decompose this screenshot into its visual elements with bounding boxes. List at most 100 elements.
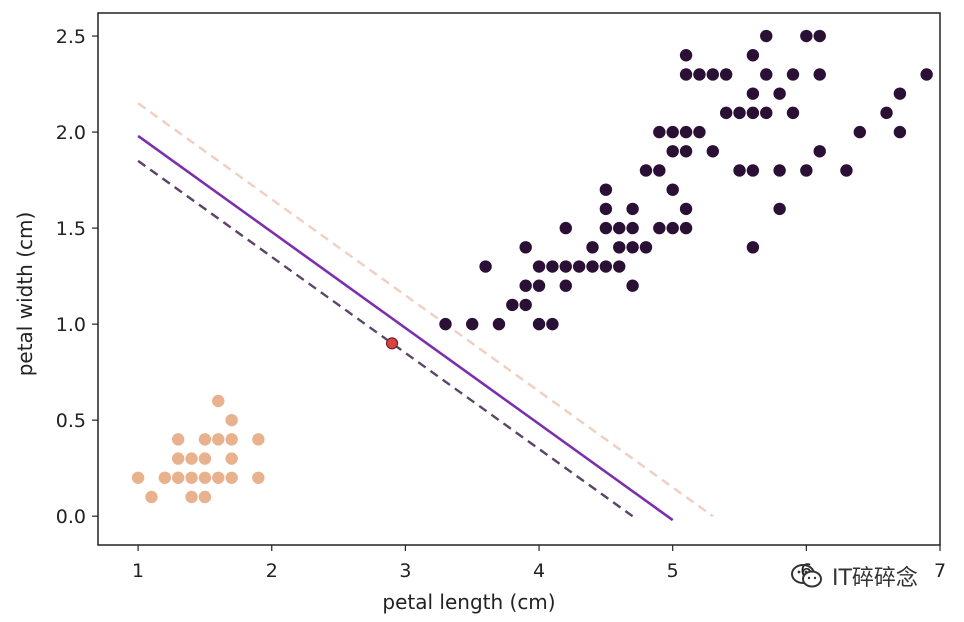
data-point-series-1 (639, 164, 653, 177)
y-tick-label: 2.0 (56, 122, 86, 144)
data-point-series-1 (693, 68, 706, 81)
x-tick-label: 4 (533, 560, 545, 582)
plot-frame (97, 12, 941, 546)
data-point-series-1 (746, 241, 760, 254)
data-point-series-0 (171, 452, 185, 465)
data-point-series-1 (786, 106, 800, 120)
data-point-series-1 (760, 106, 773, 120)
data-point-series-1 (679, 125, 693, 139)
data-point-series-1 (746, 49, 760, 62)
data-point-series-1 (626, 241, 639, 254)
x-tick-label: 5 (667, 560, 679, 582)
data-point-series-1 (760, 29, 773, 43)
data-point-series-1 (679, 145, 693, 158)
data-point-series-1 (532, 279, 546, 292)
data-point-series-1 (559, 260, 572, 273)
decision-boundary-line (137, 134, 674, 522)
data-point-series-1 (666, 145, 679, 158)
data-point-series-1 (479, 260, 492, 273)
data-point-series-1 (626, 202, 639, 216)
data-point-series-1 (893, 87, 907, 100)
data-point-series-1 (599, 260, 613, 273)
data-point-series-1 (639, 241, 653, 254)
y-tick-label: 0.0 (56, 506, 86, 528)
data-point-series-1 (746, 164, 760, 177)
data-point-series-1 (599, 183, 613, 196)
data-point-series-1 (719, 106, 733, 120)
data-point-series-1 (626, 279, 639, 292)
data-point-series-1 (492, 317, 506, 331)
boundary-lines (137, 102, 714, 522)
y-tick-label: 1.5 (56, 218, 86, 240)
data-point-series-1 (800, 29, 813, 43)
data-point-series-1 (666, 125, 679, 139)
watermark: IT碎碎念 (790, 560, 918, 592)
data-point-series-0 (131, 471, 145, 484)
y-tick-label: 1.0 (56, 314, 86, 336)
data-point-series-0 (185, 471, 198, 484)
data-point-series-1 (719, 68, 733, 81)
data-point-series-0 (225, 471, 238, 484)
data-point-series-1 (559, 279, 572, 292)
x-axis-ticks: 1234567 (132, 545, 946, 582)
y-tick-label: 0.5 (56, 410, 86, 432)
data-point-series-0 (212, 394, 225, 408)
data-point-series-1 (706, 145, 719, 158)
data-point-series-1 (880, 106, 893, 120)
data-point-series-1 (653, 164, 666, 177)
data-point-series-1 (746, 106, 760, 120)
data-point-series-1 (559, 221, 572, 235)
data-point-series-1 (679, 221, 693, 235)
x-tick-label: 2 (266, 560, 278, 582)
data-points (131, 29, 933, 504)
data-point-series-1 (586, 241, 599, 254)
data-point-series-1 (679, 202, 693, 216)
margin-line-0 (137, 102, 714, 518)
x-tick-label: 1 (132, 560, 144, 582)
x-axis-label: petal length (cm) (382, 590, 555, 614)
data-point-series-0 (145, 490, 158, 504)
data-point-series-1 (679, 49, 693, 62)
data-point-series-0 (225, 452, 238, 465)
data-point-series-0 (198, 433, 212, 446)
data-point-series-1 (532, 260, 546, 273)
x-tick-label: 3 (399, 560, 411, 582)
data-point-series-0 (212, 471, 225, 484)
data-point-series-1 (920, 68, 933, 81)
data-point-series-1 (733, 106, 746, 120)
y-axis-ticks: 0.0 0.5 1.0 1.5 2.0 2.5 (56, 26, 98, 528)
data-point-series-0 (198, 471, 212, 484)
data-point-series-1 (519, 241, 532, 254)
y-tick-label: 2.5 (56, 26, 86, 48)
data-point-series-1 (786, 68, 800, 81)
data-point-series-1 (746, 87, 760, 100)
data-point-series-1 (706, 68, 719, 81)
data-point-series-0 (171, 433, 185, 446)
data-point-series-1 (760, 68, 773, 81)
data-point-series-0 (225, 413, 238, 427)
data-point-series-1 (546, 260, 559, 273)
data-point-series-1 (546, 317, 559, 331)
data-point-series-1 (572, 260, 586, 273)
data-point-series-0 (198, 490, 212, 504)
data-point-series-1 (506, 298, 519, 312)
data-point-series-1 (599, 221, 613, 235)
data-point-series-1 (813, 68, 826, 81)
highlighted-point (385, 337, 399, 350)
data-point-series-1 (773, 87, 786, 100)
data-point-series-1 (813, 29, 826, 43)
data-point-series-1 (773, 202, 786, 216)
x-tick-label: 7 (934, 560, 946, 582)
data-point-series-1 (773, 164, 786, 177)
data-point-series-0 (185, 490, 198, 504)
data-point-series-1 (613, 260, 626, 273)
data-point-series-0 (185, 452, 198, 465)
data-point-series-1 (626, 221, 639, 235)
data-point-series-1 (519, 298, 532, 312)
data-point-series-1 (693, 125, 706, 139)
data-point-series-1 (666, 183, 679, 196)
data-point-series-1 (613, 241, 626, 254)
data-point-series-1 (653, 125, 666, 139)
data-point-series-0 (171, 471, 185, 484)
data-point-series-0 (158, 471, 172, 484)
